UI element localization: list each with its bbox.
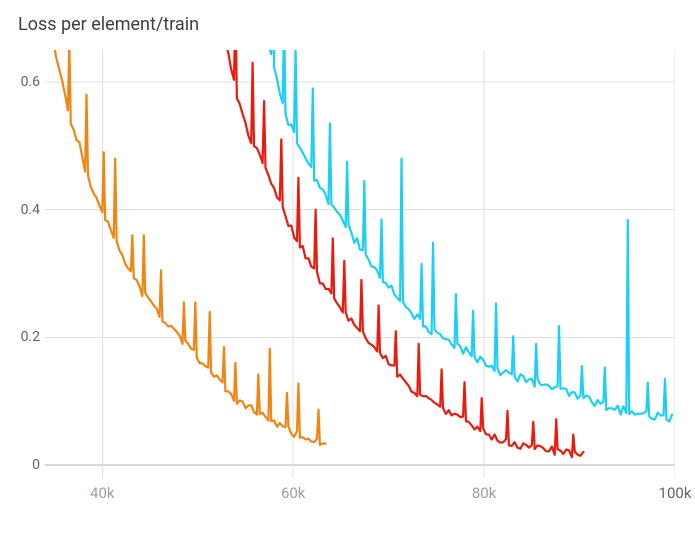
x-tick-label: 40k [90,484,114,502]
x-tick-label: 80k [472,484,496,502]
plot-area [45,50,675,478]
chart-title: Loss per element/train [18,14,199,35]
y-tick-label: 0 [0,457,40,473]
x-tick-label: 60k [281,484,305,502]
y-tick-label: 0.2 [0,329,40,345]
chart-container: Loss per element/train 0 0.2 0.4 0.6 40k 60k… [0,0,695,538]
x-tick-label: 100k [659,484,692,502]
y-tick-label: 0.4 [0,202,40,218]
series-line-cyan [260,50,672,421]
line-chart-svg [45,50,675,478]
series-line-orange [45,50,326,445]
y-tick-label: 0.6 [0,74,40,90]
